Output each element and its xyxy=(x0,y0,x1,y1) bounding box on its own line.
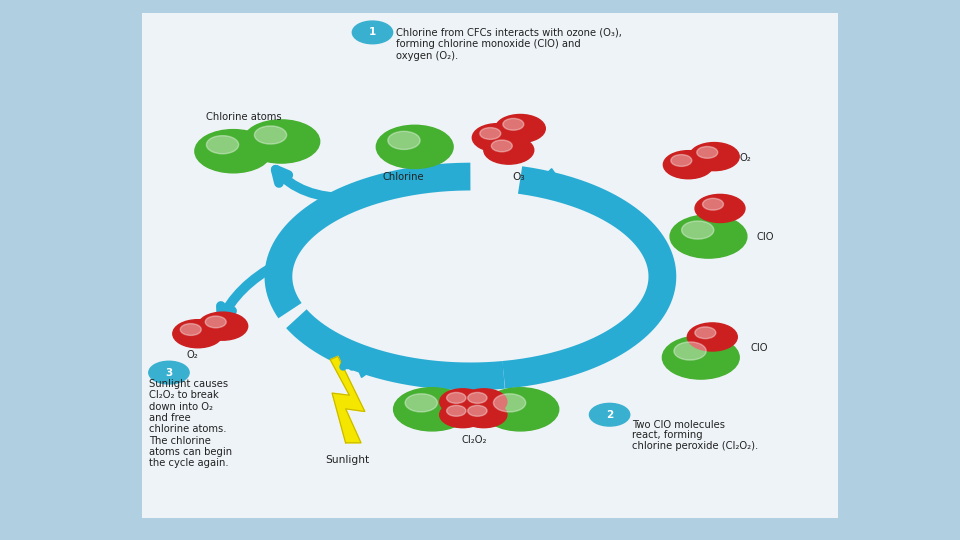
Circle shape xyxy=(662,336,739,379)
Text: Chlorine from CFCs interacts with ozone (O₃),: Chlorine from CFCs interacts with ozone … xyxy=(396,28,622,37)
Text: Cl₂O₂: Cl₂O₂ xyxy=(462,435,487,445)
Circle shape xyxy=(671,154,692,166)
Circle shape xyxy=(461,402,507,428)
Text: chlorine peroxide (Cl₂O₂).: chlorine peroxide (Cl₂O₂). xyxy=(632,441,758,451)
Bar xyxy=(142,14,838,518)
Circle shape xyxy=(589,403,630,426)
Text: Sunlight causes: Sunlight causes xyxy=(149,379,228,389)
Circle shape xyxy=(388,131,420,150)
Text: O₂: O₂ xyxy=(186,350,198,360)
Text: Chlorine atoms: Chlorine atoms xyxy=(206,111,282,122)
Circle shape xyxy=(493,394,526,412)
Circle shape xyxy=(206,136,239,154)
Circle shape xyxy=(472,124,522,152)
Circle shape xyxy=(687,323,737,351)
Circle shape xyxy=(695,327,716,339)
Circle shape xyxy=(394,388,470,431)
Circle shape xyxy=(376,125,453,168)
Circle shape xyxy=(495,114,545,143)
Circle shape xyxy=(503,118,524,130)
Text: 2: 2 xyxy=(606,410,613,420)
Text: O₃: O₃ xyxy=(512,172,525,182)
Text: forming chlorine monoxide (ClO) and: forming chlorine monoxide (ClO) and xyxy=(396,39,581,49)
Circle shape xyxy=(480,127,501,139)
Text: Sunlight: Sunlight xyxy=(325,455,370,465)
Circle shape xyxy=(482,388,559,431)
Circle shape xyxy=(405,394,438,412)
Circle shape xyxy=(695,194,745,222)
Circle shape xyxy=(663,151,713,179)
Text: O₂: O₂ xyxy=(739,153,751,163)
Circle shape xyxy=(446,393,466,403)
Text: 3: 3 xyxy=(165,368,173,377)
Text: 1: 1 xyxy=(369,28,376,37)
Circle shape xyxy=(682,221,714,239)
Circle shape xyxy=(674,342,707,360)
Text: react, forming: react, forming xyxy=(632,430,703,441)
Circle shape xyxy=(352,21,393,44)
Text: Two ClO molecules: Two ClO molecules xyxy=(632,420,725,430)
Text: Cl₂O₂ to break: Cl₂O₂ to break xyxy=(149,390,219,401)
Text: the cycle again.: the cycle again. xyxy=(149,458,228,469)
Text: chlorine atoms.: chlorine atoms. xyxy=(149,424,227,435)
Text: Chlorine: Chlorine xyxy=(382,172,424,182)
Circle shape xyxy=(689,143,739,171)
Circle shape xyxy=(697,146,718,158)
Text: ClO: ClO xyxy=(751,343,768,353)
Text: down into O₂: down into O₂ xyxy=(149,402,213,412)
Circle shape xyxy=(195,130,272,173)
Circle shape xyxy=(446,406,466,416)
Circle shape xyxy=(173,320,223,348)
Polygon shape xyxy=(330,356,365,443)
Circle shape xyxy=(205,316,227,328)
Text: ClO: ClO xyxy=(756,232,774,241)
Circle shape xyxy=(492,140,513,152)
Circle shape xyxy=(440,389,486,415)
Text: oxygen (O₂).: oxygen (O₂). xyxy=(396,51,459,61)
Text: and free: and free xyxy=(149,413,190,423)
Circle shape xyxy=(468,393,487,403)
Circle shape xyxy=(461,389,507,415)
Text: The chlorine: The chlorine xyxy=(149,436,210,446)
Circle shape xyxy=(243,120,320,163)
Circle shape xyxy=(180,323,202,335)
Circle shape xyxy=(703,198,724,210)
Polygon shape xyxy=(352,355,393,377)
Polygon shape xyxy=(526,168,566,193)
Circle shape xyxy=(440,402,486,428)
Circle shape xyxy=(149,361,189,384)
Text: atoms can begin: atoms can begin xyxy=(149,447,232,457)
Circle shape xyxy=(670,215,747,258)
Circle shape xyxy=(484,136,534,164)
Circle shape xyxy=(254,126,287,144)
Circle shape xyxy=(468,406,487,416)
Circle shape xyxy=(198,312,248,340)
